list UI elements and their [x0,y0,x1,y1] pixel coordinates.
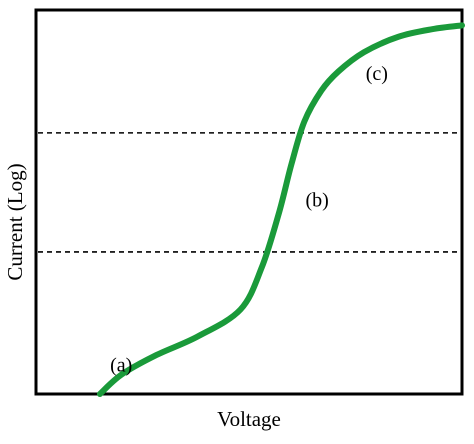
series-curve [96,22,465,397]
plot-frame [34,8,464,396]
x-axis-label: Voltage [217,407,281,431]
region-label-1: (a) [110,355,132,377]
y-axis-label: Current (Log) [3,163,27,280]
reference-lines [38,132,460,253]
region-label-2: (b) [305,190,328,212]
region-label-3: (c) [366,63,388,85]
annotations: (a) (b) (c) [110,63,388,377]
